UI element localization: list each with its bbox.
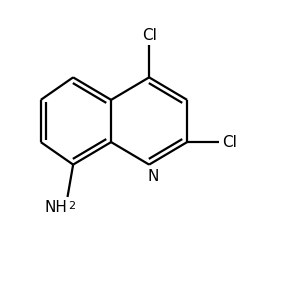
Text: N: N bbox=[148, 169, 159, 184]
Text: NH: NH bbox=[45, 200, 67, 215]
Text: Cl: Cl bbox=[222, 135, 236, 150]
Text: Cl: Cl bbox=[142, 28, 157, 43]
Text: 2: 2 bbox=[68, 201, 75, 211]
